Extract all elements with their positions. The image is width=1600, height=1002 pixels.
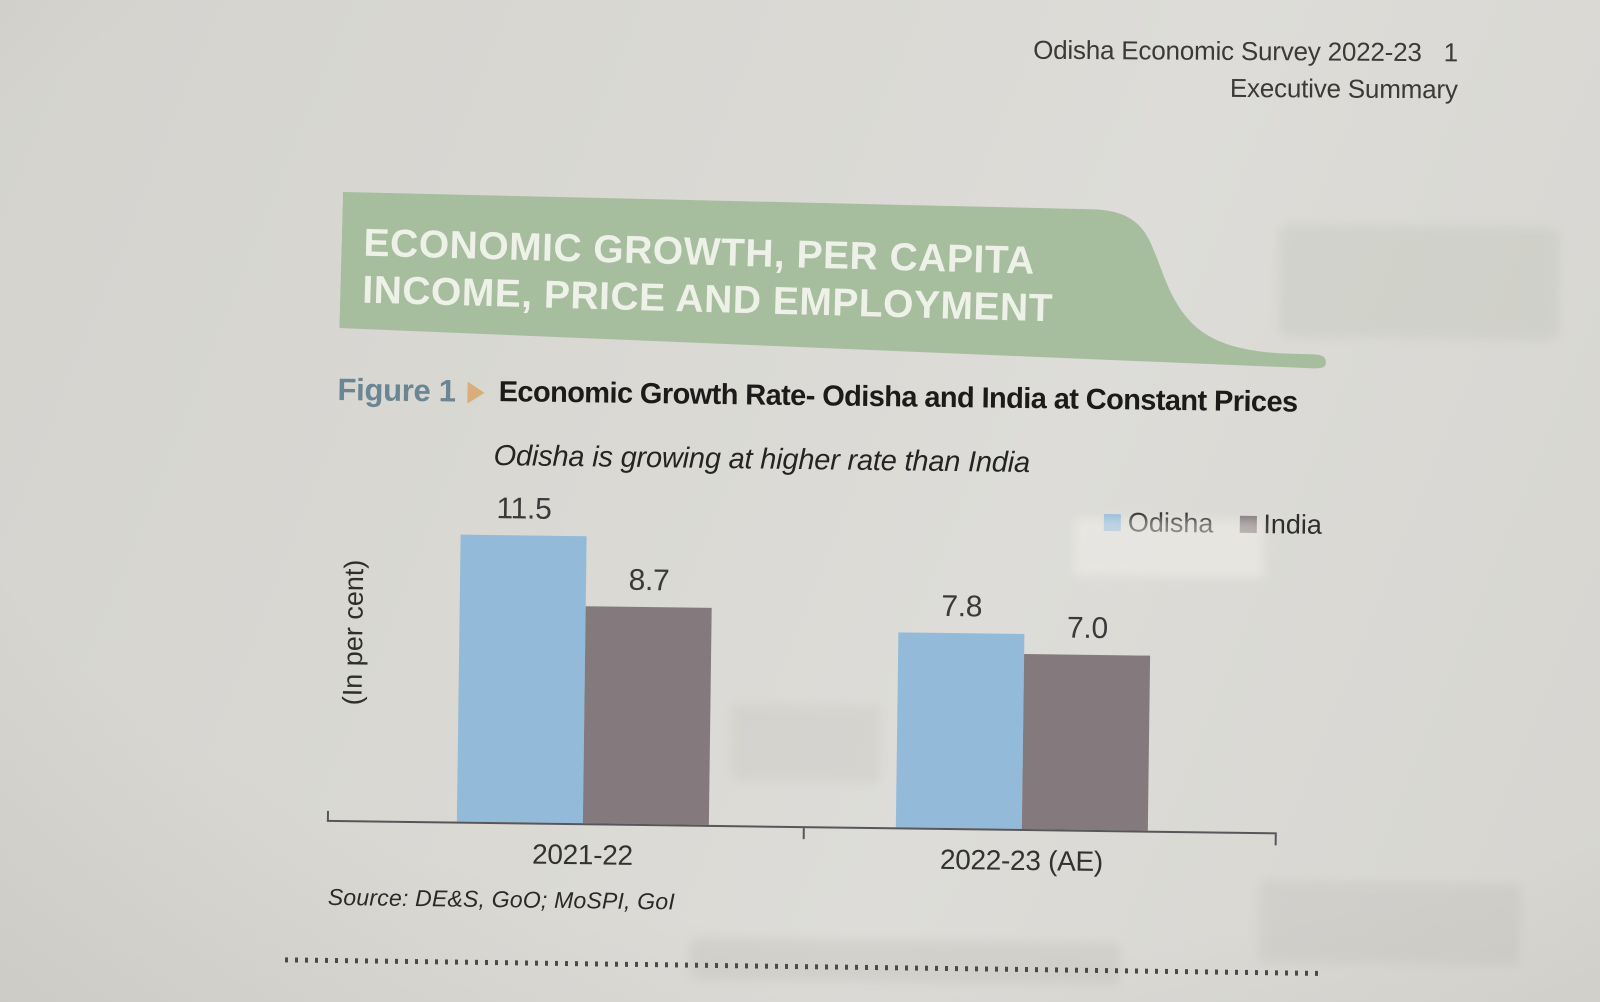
bar-groups: 11.5 8.7 2021-22 7.8 7.0 2022-23 (AE) bbox=[456, 482, 1152, 877]
right-triangle-icon bbox=[467, 381, 485, 404]
bar-value-label: 7.8 bbox=[941, 589, 983, 624]
india-bar: 7.0 bbox=[1021, 612, 1151, 831]
banner-heading: ECONOMIC GROWTH, PER CAPITA INCOME, PRIC… bbox=[362, 220, 1055, 333]
x-axis-mid-tick bbox=[802, 828, 805, 840]
bar-value-label: 11.5 bbox=[496, 491, 552, 526]
page-showthrough-smudge bbox=[1258, 880, 1522, 966]
figure-label: Figure 1 bbox=[337, 371, 456, 409]
bar-chart: 11.5 8.7 2021-22 7.8 7.0 2022-23 (AE) bbox=[326, 480, 1291, 893]
bar-value-label: 7.0 bbox=[1066, 611, 1109, 646]
page-showthrough-smudge bbox=[689, 937, 1121, 986]
category-label: 2022-23 (AE) bbox=[939, 843, 1104, 878]
india-bar: 8.7 bbox=[582, 563, 712, 825]
x-axis-right-tick bbox=[1274, 834, 1277, 846]
section-banner: ECONOMIC GROWTH, PER CAPITA INCOME, PRIC… bbox=[339, 186, 1333, 381]
banner-ribbon-path bbox=[339, 192, 1326, 369]
dotted-divider bbox=[285, 957, 1325, 976]
figure-subtitle: Odisha is growing at higher rate than In… bbox=[493, 440, 1031, 480]
banner-ribbon-shape bbox=[339, 192, 1326, 369]
bar-group: 11.5 8.7 2021-22 bbox=[456, 492, 713, 871]
bar-group: 7.8 7.0 2022-23 (AE) bbox=[895, 590, 1151, 877]
x-axis-left-tick bbox=[326, 810, 330, 821]
figure-source: Source: DE&S, GoO; MoSPI, GoI bbox=[327, 883, 676, 915]
odisha-bar: 7.8 bbox=[895, 590, 1025, 829]
figure-caption: Figure 1 Economic Growth Rate- Odisha an… bbox=[337, 372, 1297, 421]
odisha-bar: 11.5 bbox=[456, 492, 587, 824]
figure-title: Economic Growth Rate- Odisha and India a… bbox=[498, 375, 1298, 419]
bar-value-label: 8.7 bbox=[628, 563, 670, 597]
category-label: 2021-22 bbox=[531, 838, 633, 871]
